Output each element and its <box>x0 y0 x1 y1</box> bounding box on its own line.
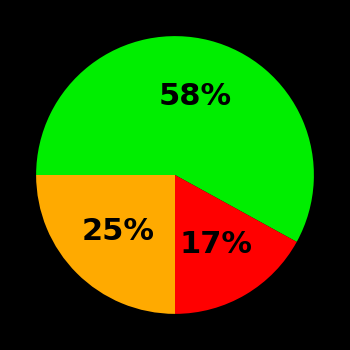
Text: 58%: 58% <box>159 83 232 112</box>
Wedge shape <box>36 175 175 314</box>
Wedge shape <box>36 36 314 242</box>
Text: 25%: 25% <box>82 217 155 246</box>
Text: 17%: 17% <box>180 230 252 259</box>
Wedge shape <box>175 175 297 314</box>
